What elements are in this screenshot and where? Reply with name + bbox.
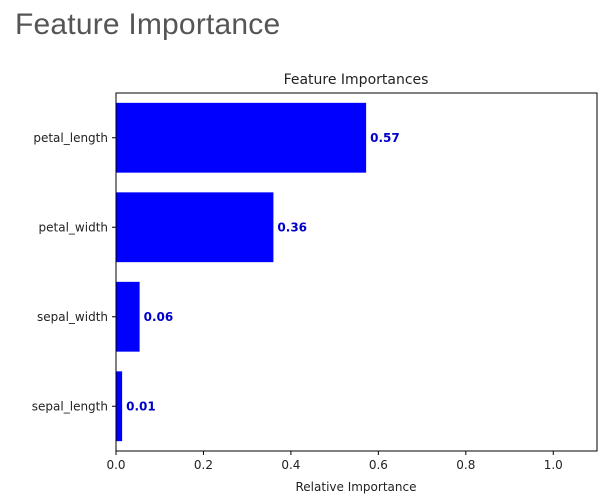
x-tick-label-4: 0.8 bbox=[456, 458, 475, 472]
data-label-sepal_length: 0.01 bbox=[126, 399, 156, 413]
x-tick-label-3: 0.6 bbox=[369, 458, 388, 472]
y-tick-label-sepal_length: sepal_length bbox=[32, 399, 108, 413]
x-tick-label-2: 0.4 bbox=[281, 458, 300, 472]
bars-layer: 0.57 0.36 0.06 0.01 bbox=[116, 102, 400, 442]
x-tick-label-5: 1.0 bbox=[544, 458, 563, 472]
bar-sepal_width bbox=[116, 281, 140, 352]
data-label-sepal_width: 0.06 bbox=[144, 310, 174, 324]
y-tick-label-sepal_width: sepal_width bbox=[37, 310, 108, 324]
ticks-layer: petal_length petal_width sepal_width sepal_… bbox=[32, 131, 563, 472]
data-label-petal_width: 0.36 bbox=[277, 220, 307, 234]
chart-title: Feature Importances bbox=[284, 72, 429, 88]
bar-petal_width bbox=[116, 192, 274, 263]
data-label-petal_length: 0.57 bbox=[370, 131, 400, 145]
x-axis-label: Relative Importance bbox=[296, 480, 417, 494]
bar-sepal_length bbox=[116, 371, 123, 442]
x-tick-label-0: 0.0 bbox=[106, 458, 125, 472]
x-tick-label-1: 0.2 bbox=[194, 458, 213, 472]
page-title: Feature Importance bbox=[15, 8, 281, 41]
plot-frame bbox=[115, 92, 598, 452]
y-tick-label-petal_length: petal_length bbox=[33, 131, 108, 145]
bar-petal_length bbox=[116, 102, 367, 173]
y-tick-label-petal_width: petal_width bbox=[39, 220, 108, 234]
